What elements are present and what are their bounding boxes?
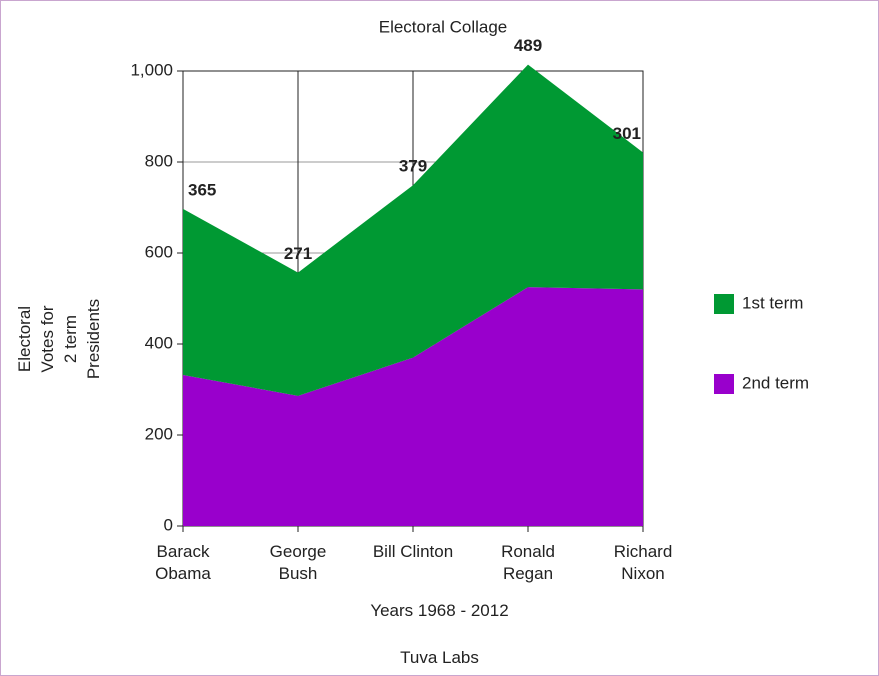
y-tick-label: 600	[145, 242, 173, 261]
y-axis-label: Electoral Votes for 2 term Presidents	[15, 298, 103, 380]
y-tick-label: 200	[145, 424, 173, 443]
data-label: 301	[613, 124, 641, 143]
area	[183, 287, 643, 526]
y-tick-label: 800	[145, 151, 173, 170]
x-axis-label: Years 1968 - 2012	[370, 601, 509, 620]
chart-title: Electoral Collage	[379, 17, 508, 36]
footer: Tuva Labs	[400, 648, 479, 667]
legend-label: 2nd term	[742, 373, 809, 392]
x-tick-label: Richard Nixon	[613, 542, 673, 583]
legend-swatch	[714, 374, 734, 394]
data-label: 379	[399, 157, 427, 176]
y-tick-label: 1,000	[130, 60, 173, 79]
data-label: 489	[514, 36, 542, 55]
y-tick-label: 400	[145, 333, 173, 352]
data-label: 271	[284, 244, 312, 263]
x-tick-label: Ronald Regan	[501, 542, 555, 583]
data-label: 365	[188, 180, 216, 199]
x-tick-label: Bill Clinton	[372, 542, 454, 561]
area	[183, 64, 643, 396]
y-tick-label: 0	[164, 515, 173, 534]
x-tick-label: George Bush	[269, 542, 327, 583]
legend-swatch	[714, 294, 734, 314]
legend-label: 1st term	[742, 293, 803, 312]
x-tick-label: Barack Obama	[155, 542, 211, 583]
